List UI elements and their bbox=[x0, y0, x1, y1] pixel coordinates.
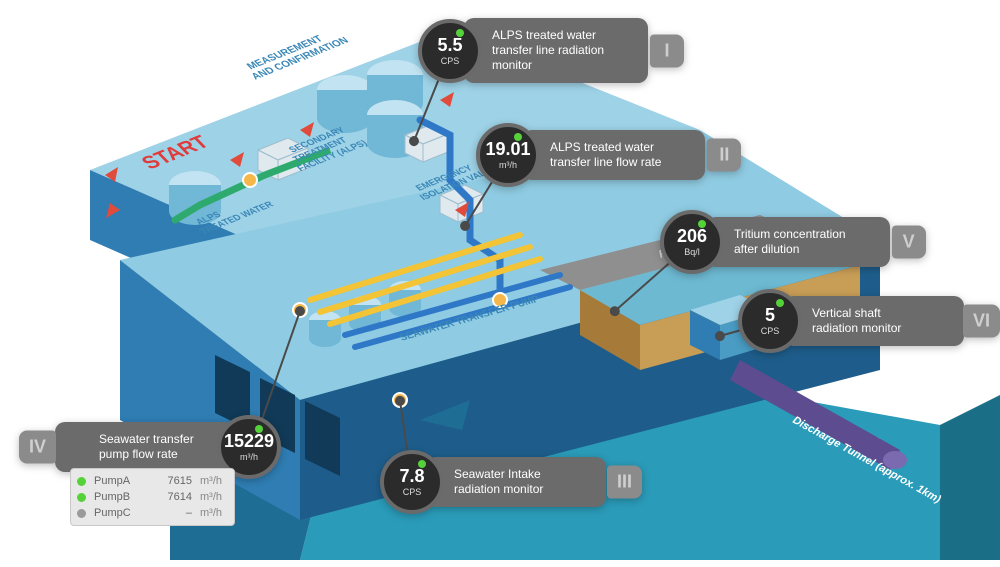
pump-status-dot bbox=[77, 493, 86, 502]
callout-unit: Bq/l bbox=[684, 247, 700, 257]
status-dot bbox=[456, 29, 464, 37]
callout-label-box: ALPS treated watertransfer line radiatio… bbox=[464, 18, 648, 83]
pump-value: 7615 bbox=[152, 475, 192, 487]
pump-name: PumpA bbox=[94, 475, 144, 487]
callout-roman: I bbox=[650, 34, 684, 67]
callout-label-box: Seawater transferpump flow rateIV bbox=[55, 422, 235, 472]
pump-status-dot bbox=[77, 477, 86, 486]
callout-unit: CPS bbox=[403, 487, 422, 497]
pump-row: PumpA 7615 m³/h bbox=[77, 473, 228, 489]
pump-value: – bbox=[152, 507, 192, 519]
pump-unit: m³/h bbox=[200, 507, 228, 519]
callout-value-pill: 5.5 CPS bbox=[418, 19, 482, 83]
callout-c2[interactable]: 19.01 m³/h ALPS treated watertransfer line… bbox=[476, 123, 705, 187]
callout-unit: m³/h bbox=[240, 452, 258, 462]
callout-roman: V bbox=[892, 226, 926, 259]
callout-c3[interactable]: 7.8 CPS Seawater Intakeradiation monitorII… bbox=[380, 450, 606, 514]
callout-roman: III bbox=[607, 466, 642, 499]
pump-row: PumpB 7614 m³/h bbox=[77, 489, 228, 505]
callout-unit: CPS bbox=[441, 56, 460, 66]
callout-c1[interactable]: 5.5 CPS ALPS treated watertransfer line ra… bbox=[418, 18, 648, 83]
status-dot bbox=[698, 220, 706, 228]
pump-name: PumpC bbox=[94, 507, 144, 519]
callout-unit: m³/h bbox=[499, 160, 517, 170]
callout-value-pill: 19.01 m³/h bbox=[476, 123, 540, 187]
callout-roman: II bbox=[707, 139, 741, 172]
callout-label: Vertical shaftradiation monitor bbox=[812, 306, 901, 336]
callout-value-pill: 206 Bq/l bbox=[660, 210, 724, 274]
callout-c6[interactable]: 5 CPS Vertical shaftradiation monitorVI bbox=[738, 289, 964, 353]
pump-unit: m³/h bbox=[200, 491, 228, 503]
diagram-stage: ROAD bbox=[0, 0, 1000, 567]
callout-c5[interactable]: 206 Bq/l Tritium concentrationafter diluti… bbox=[660, 210, 890, 274]
callout-value: 15229 bbox=[224, 432, 274, 450]
pump-value: 7614 bbox=[152, 491, 192, 503]
callout-unit: CPS bbox=[761, 326, 780, 336]
callout-label: Tritium concentrationafter dilution bbox=[734, 227, 846, 257]
callout-label: Seawater transferpump flow rate bbox=[99, 432, 194, 462]
sea-side bbox=[940, 395, 1000, 560]
pump-row: PumpC–m³/h bbox=[77, 505, 228, 521]
status-dot bbox=[255, 425, 263, 433]
callout-label: ALPS treated watertransfer line radiatio… bbox=[492, 28, 604, 73]
callout-value: 19.01 bbox=[485, 140, 530, 158]
status-dot bbox=[418, 460, 426, 468]
callout-value: 206 bbox=[677, 227, 707, 245]
callout-value: 7.8 bbox=[399, 467, 424, 485]
callout-value-pill: 5 CPS bbox=[738, 289, 802, 353]
callout-value-pill: 7.8 CPS bbox=[380, 450, 444, 514]
pump-unit: m³/h bbox=[200, 475, 228, 487]
status-dot bbox=[514, 133, 522, 141]
callout-label-box: Tritium concentrationafter dilutionV bbox=[706, 217, 890, 267]
callout-label-box: Seawater Intakeradiation monitorIII bbox=[426, 457, 606, 507]
pump-status-dot bbox=[77, 509, 86, 518]
callout-label-box: ALPS treated watertransfer line flow rat… bbox=[522, 130, 705, 180]
callout-value: 5 bbox=[765, 306, 775, 324]
callout-label: Seawater Intakeradiation monitor bbox=[454, 467, 543, 497]
callout-label: ALPS treated watertransfer line flow rat… bbox=[550, 140, 661, 170]
status-dot bbox=[776, 299, 784, 307]
pump-name: PumpB bbox=[94, 491, 144, 503]
callout-roman: IV bbox=[19, 431, 56, 464]
callout-value: 5.5 bbox=[437, 36, 462, 54]
pump-flow-table: PumpA7615m³/hPumpB7614m³/hPumpC–m³/h bbox=[70, 468, 235, 526]
callout-roman: VI bbox=[963, 305, 1000, 338]
callout-label-box: Vertical shaftradiation monitorVI bbox=[784, 296, 964, 346]
